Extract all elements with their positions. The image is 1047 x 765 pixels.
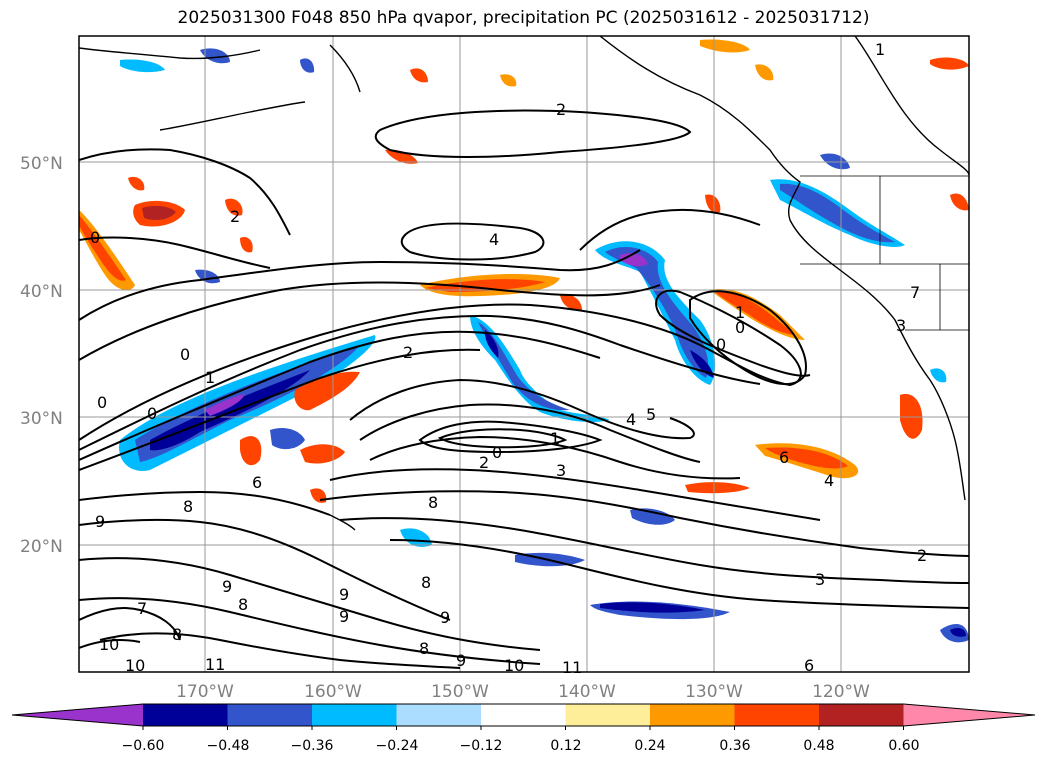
- longitude-labels: 170°W 160°W 150°W 140°W 130°W 120°W: [176, 682, 870, 702]
- contour-label: 7: [910, 283, 920, 302]
- lat-label: 50°N: [20, 154, 63, 174]
- lon-label: 130°W: [685, 682, 743, 702]
- colorbar-bin: [227, 704, 313, 726]
- lon-label: 170°W: [176, 682, 234, 702]
- contour-label: 0: [97, 393, 107, 412]
- contour-label: 8: [238, 595, 248, 614]
- map-background: [79, 36, 969, 672]
- lat-label: 20°N: [20, 537, 63, 557]
- colorbar-tick-label: 0.24: [634, 738, 665, 754]
- latitude-labels: 50°N 40°N 30°N 20°N: [20, 154, 63, 557]
- contour-label: 3: [815, 570, 825, 589]
- colorbar-bin: [396, 704, 482, 726]
- contour-label: 9: [95, 512, 105, 531]
- contour-label: 5: [646, 405, 656, 424]
- contour-label: 0: [90, 228, 100, 247]
- contour-label: 2: [556, 100, 566, 119]
- contour-label: 10: [99, 635, 119, 654]
- contour-labels: 1 2 2 4 0 1 0 0 2 4 5 1 0 2 3 8 6 4 2 3 …: [90, 40, 927, 677]
- colorbar-tick-label: 0.60: [888, 738, 919, 754]
- contour-label: 8: [172, 625, 182, 644]
- gridlines: [79, 36, 969, 672]
- contour-label: 4: [824, 471, 834, 490]
- contour-label: 9: [456, 651, 466, 670]
- colorbar-extend-right: [903, 704, 1035, 726]
- contour-label: 0: [147, 404, 157, 423]
- colorbar-extend-left: [12, 704, 143, 726]
- contour-label: 8: [421, 573, 431, 592]
- contour-label: 8: [419, 639, 429, 658]
- contour-label: 4: [489, 230, 499, 249]
- lat-label: 30°N: [20, 409, 63, 429]
- contour-label: 11: [205, 655, 225, 674]
- contour-label: 7: [137, 599, 147, 618]
- contour-label: 1: [550, 429, 560, 448]
- colorbar-bin: [312, 704, 397, 726]
- contour-label: 2: [403, 343, 413, 362]
- colorbar-tick-label: 0.36: [719, 738, 750, 754]
- chart-title: 2025031300 F048 850 hPa qvapor, precipit…: [177, 8, 870, 28]
- coastlines: [79, 36, 969, 531]
- contour-label: 1: [205, 368, 215, 387]
- colorbar-tick-label: −0.48: [207, 738, 250, 754]
- contour-label: 6: [252, 473, 262, 492]
- colorbar-tick-labels: −0.60 −0.48 −0.36 −0.24 −0.12 0.12 0.24 …: [122, 738, 920, 754]
- lon-label: 150°W: [431, 682, 489, 702]
- colorbar-bin: [734, 704, 820, 726]
- colorbar-bin: [565, 704, 651, 726]
- contour-label: 6: [804, 656, 814, 675]
- colorbar-tick-label: 0.12: [550, 738, 581, 754]
- colorbar-tick-label: −0.60: [122, 738, 165, 754]
- contour-label: 3: [896, 316, 906, 335]
- precip-negative-shading: [119, 48, 969, 643]
- colorbar-tick-label: −0.12: [460, 738, 503, 754]
- colorbar-tick-label: 0.48: [803, 738, 834, 754]
- contour-label: 3: [556, 461, 566, 480]
- colorbar: [11, 703, 1036, 730]
- contour-label: 4: [626, 410, 636, 429]
- contour-label: 2: [479, 453, 489, 472]
- contour-label: 0: [735, 318, 745, 337]
- contour-label: 8: [183, 497, 193, 516]
- political-borders: [800, 175, 969, 331]
- lon-label: 140°W: [558, 682, 616, 702]
- contour-label: 1: [875, 40, 885, 59]
- contour-label: 10: [504, 656, 524, 675]
- colorbar-bin: [650, 704, 735, 726]
- contour-label: 9: [339, 585, 349, 604]
- contour-label: 9: [339, 607, 349, 626]
- colorbar-tick-label: −0.24: [376, 738, 419, 754]
- contour-label: 6: [779, 448, 789, 467]
- colorbar-bin: [819, 704, 904, 726]
- contour-label: 11: [562, 658, 582, 677]
- precip-positive-shading: [79, 39, 969, 503]
- contour-label: 2: [230, 207, 240, 226]
- contour-label: 9: [440, 608, 450, 627]
- map-frame: [78, 35, 970, 673]
- contour-label: 2: [917, 546, 927, 565]
- lat-label: 40°N: [20, 282, 63, 302]
- contour-label: 0: [180, 345, 190, 364]
- contour-label: 10: [125, 656, 145, 675]
- contour-label: 8: [428, 493, 438, 512]
- contour-label: 0: [716, 335, 726, 354]
- lon-label: 120°W: [812, 682, 870, 702]
- contour-label: 0: [492, 443, 502, 462]
- qvapor-contours: [79, 109, 969, 669]
- lon-label: 160°W: [304, 682, 362, 702]
- colorbar-bin: [143, 704, 228, 726]
- colorbar-tick-label: −0.36: [291, 738, 334, 754]
- contour-label: 1: [735, 303, 745, 322]
- colorbar-bin: [481, 704, 566, 726]
- contour-label: 9: [222, 577, 232, 596]
